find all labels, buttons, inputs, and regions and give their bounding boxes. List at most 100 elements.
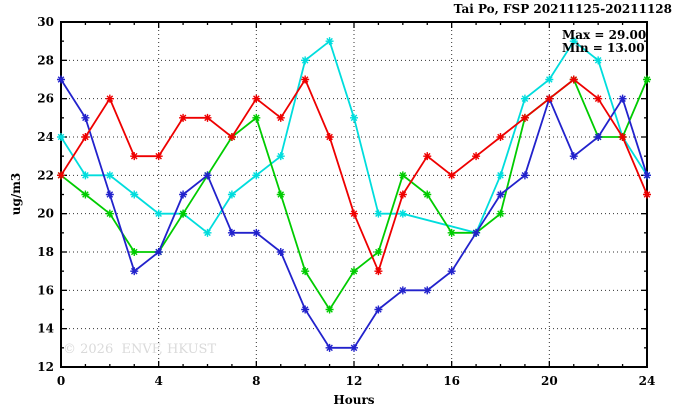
x-tick-label: 16 <box>443 374 460 388</box>
watermark-text: © 2026 ENVF, HKUST <box>63 342 217 357</box>
data-point-marker <box>447 267 456 276</box>
data-point-marker <box>81 113 90 122</box>
data-point-marker <box>643 75 651 84</box>
data-point-marker <box>105 94 114 103</box>
data-point-marker <box>301 305 310 314</box>
data-point-marker <box>252 94 261 103</box>
x-tick-label: 24 <box>639 374 656 388</box>
data-point-marker <box>496 190 505 199</box>
data-point-marker <box>569 37 578 46</box>
data-point-marker <box>179 209 188 218</box>
chart-title: Tai Po, FSP 20211125-20211128 <box>453 2 672 16</box>
data-point-marker <box>350 209 358 218</box>
x-axis-label: Hours <box>333 393 375 407</box>
data-point-marker <box>252 171 261 180</box>
data-point-marker <box>374 305 383 314</box>
data-point-marker <box>179 190 188 199</box>
data-point-marker <box>301 75 310 84</box>
data-point-marker <box>105 190 114 199</box>
data-point-marker <box>374 209 383 218</box>
data-point-marker <box>276 113 285 122</box>
data-point-marker <box>496 209 505 218</box>
data-point-marker <box>447 171 456 180</box>
y-tick-label: 20 <box>37 207 54 221</box>
data-point-marker <box>520 113 529 122</box>
data-point-marker <box>520 94 529 103</box>
data-point-marker <box>350 113 358 122</box>
series-red-line <box>57 75 651 276</box>
data-point-marker <box>227 133 236 141</box>
series-cyan-line-path <box>60 39 648 235</box>
data-point-marker <box>423 190 432 199</box>
y-tick-label: 24 <box>37 130 54 144</box>
data-point-marker <box>569 152 578 161</box>
data-point-marker <box>618 94 627 103</box>
data-point-marker <box>496 171 505 180</box>
data-point-marker <box>276 190 285 199</box>
data-point-marker <box>398 190 407 199</box>
y-tick-label: 18 <box>37 245 54 259</box>
data-point-marker <box>154 209 163 218</box>
data-point-marker <box>301 267 310 276</box>
data-point-marker <box>179 113 188 122</box>
data-point-marker <box>301 56 310 65</box>
data-point-marker <box>130 267 139 276</box>
x-axis-tick-labels: 0 4 8 12 16 20 24 <box>57 374 656 388</box>
y-tick-label: 22 <box>37 168 54 182</box>
data-point-marker <box>252 113 261 122</box>
data-point-marker <box>374 267 383 276</box>
y-tick-label: 26 <box>37 92 54 106</box>
y-axis-tick-labels: 12 14 16 18 20 22 24 26 28 30 <box>37 15 54 374</box>
x-tick-label: 20 <box>541 374 558 388</box>
data-point-marker <box>154 152 163 161</box>
data-point-marker <box>81 171 90 180</box>
min-value-annotation: Min = 13.00 <box>562 41 645 55</box>
data-point-marker <box>423 286 432 295</box>
data-point-marker <box>325 305 334 314</box>
data-point-marker <box>203 228 212 237</box>
data-point-marker <box>57 75 65 84</box>
data-point-marker <box>57 133 65 141</box>
data-point-marker <box>105 209 114 218</box>
data-point-marker <box>374 248 383 256</box>
data-point-marker <box>81 133 90 141</box>
data-point-marker <box>130 248 139 256</box>
data-point-marker <box>130 152 139 161</box>
data-point-marker <box>203 113 212 122</box>
data-point-marker <box>325 37 334 46</box>
data-point-marker <box>203 171 212 180</box>
data-point-marker <box>154 248 163 256</box>
data-point-marker <box>325 133 334 141</box>
data-point-marker <box>227 190 236 199</box>
data-point-marker <box>594 94 603 103</box>
data-point-marker <box>130 190 139 199</box>
x-tick-label: 8 <box>252 374 260 388</box>
data-point-marker <box>276 248 285 256</box>
x-tick-label: 4 <box>154 374 162 388</box>
data-point-marker <box>57 171 65 180</box>
y-axis-label: ug/m3 <box>9 172 23 216</box>
data-point-marker <box>398 286 407 295</box>
y-tick-label: 12 <box>37 360 54 374</box>
data-point-marker <box>350 267 358 276</box>
data-point-marker <box>594 56 603 65</box>
data-point-marker <box>472 228 481 237</box>
data-point-marker <box>276 152 285 161</box>
data-point-marker <box>496 133 505 141</box>
data-point-marker <box>325 343 334 352</box>
data-point-marker <box>643 190 651 199</box>
x-tick-label: 0 <box>57 374 65 388</box>
data-point-marker <box>594 133 603 141</box>
data-point-marker <box>472 152 481 161</box>
gridlines <box>61 22 647 367</box>
data-point-marker <box>545 94 554 103</box>
data-point-marker <box>350 343 358 352</box>
y-tick-label: 30 <box>37 15 54 29</box>
max-value-annotation: Max = 29.00 <box>562 28 647 42</box>
data-point-marker <box>398 171 407 180</box>
data-point-marker <box>618 133 627 141</box>
data-point-marker <box>545 75 554 84</box>
data-point-marker <box>227 228 236 237</box>
